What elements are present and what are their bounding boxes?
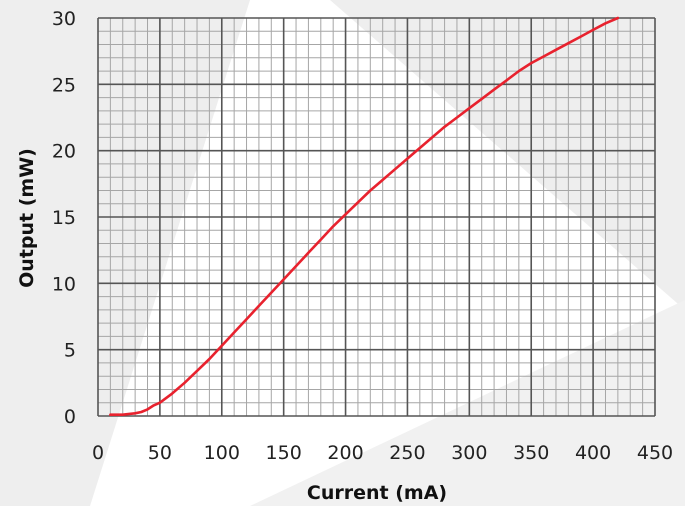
x-tick-label: 100 xyxy=(204,442,240,464)
series-layer xyxy=(109,16,620,416)
x-tick-label: 150 xyxy=(266,442,302,464)
watermark-shape xyxy=(0,0,250,506)
x-tick-label: 250 xyxy=(389,442,425,464)
y-axis-label: Output (mW) xyxy=(16,148,38,288)
x-tick-label: 50 xyxy=(148,442,172,464)
y-tick-label: 10 xyxy=(52,273,76,295)
y-tick-label: 30 xyxy=(52,8,76,30)
x-tick-label: 300 xyxy=(451,442,487,464)
y-tick-label: 5 xyxy=(64,340,76,362)
y-tick-labels: 0 5 10 15 20 25 30 xyxy=(52,8,76,428)
x-tick-label: 400 xyxy=(575,442,611,464)
x-tick-label: 0 xyxy=(92,442,104,464)
major-grid xyxy=(97,17,656,417)
y-tick-label: 20 xyxy=(52,141,76,163)
series-line xyxy=(109,16,620,416)
y-tick-label: 25 xyxy=(52,74,76,96)
x-axis-label: Current (mA) xyxy=(307,482,447,504)
y-tick-label: 15 xyxy=(52,207,76,229)
watermark-shape xyxy=(330,0,685,310)
x-tick-label: 450 xyxy=(637,442,673,464)
y-tick-label: 0 xyxy=(64,406,76,428)
x-tick-label: 350 xyxy=(513,442,549,464)
x-tick-labels: 0 50 100 150 200 250 300 350 400 450 xyxy=(92,442,673,464)
x-tick-label: 200 xyxy=(327,442,363,464)
